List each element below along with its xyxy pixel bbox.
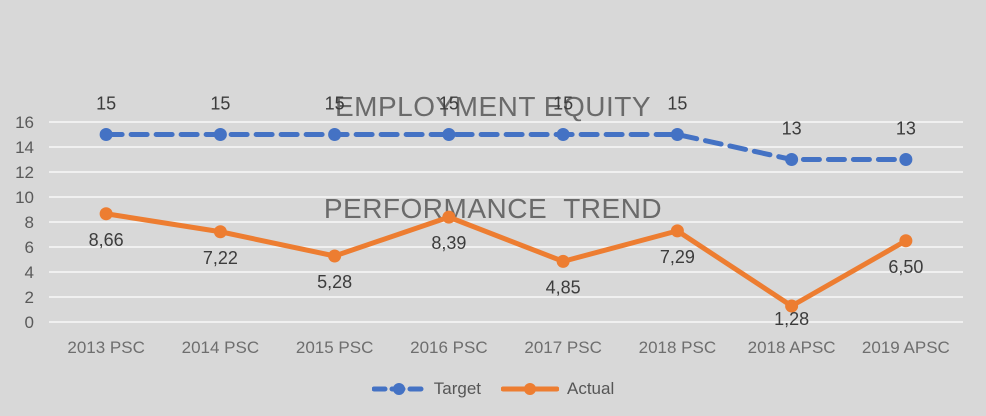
chart-title: EMPLOYMENT EQUITY PERFORMANCE TREND bbox=[0, 22, 986, 294]
data-label-target: 15 bbox=[210, 94, 230, 114]
series-target-marker bbox=[785, 153, 799, 166]
data-label-target: 13 bbox=[782, 119, 802, 139]
series-actual-marker bbox=[670, 224, 684, 238]
data-label-actual: 4,85 bbox=[546, 277, 581, 297]
series-actual-marker bbox=[899, 234, 913, 248]
x-axis-label: 2015 PSC bbox=[296, 338, 374, 357]
chart-title-line2: PERFORMANCE TREND bbox=[323, 193, 663, 224]
data-label-target: 15 bbox=[439, 94, 459, 114]
actual-solid-line-icon bbox=[501, 383, 559, 395]
series-actual-marker bbox=[785, 299, 799, 313]
data-label-actual: 5,28 bbox=[317, 272, 352, 292]
y-axis-tick-0: 0 bbox=[25, 313, 34, 332]
y-axis-tick-6: 6 bbox=[25, 238, 34, 257]
data-label-target: 15 bbox=[96, 94, 116, 114]
series-target-marker bbox=[442, 128, 456, 141]
x-axis-label: 2018 APSC bbox=[748, 338, 836, 357]
chart-title-line1: EMPLOYMENT EQUITY bbox=[334, 91, 652, 122]
y-axis-tick-14: 14 bbox=[15, 138, 34, 157]
series-actual-marker bbox=[213, 225, 227, 239]
data-label-target: 13 bbox=[896, 119, 916, 139]
data-label-actual: 8,39 bbox=[431, 233, 466, 253]
data-label-target: 15 bbox=[667, 94, 687, 114]
legend-label-actual: Actual bbox=[567, 379, 615, 398]
series-target-marker bbox=[556, 128, 570, 141]
x-axis-label: 2017 PSC bbox=[524, 338, 602, 357]
target-swatch-dot bbox=[392, 383, 405, 395]
series-actual-marker bbox=[328, 249, 342, 263]
series-target-marker bbox=[670, 128, 684, 141]
x-axis-label: 2013 PSC bbox=[67, 338, 145, 357]
series-target-line bbox=[103, 132, 909, 162]
data-label-actual: 7,22 bbox=[203, 248, 238, 268]
legend-label-target: Target bbox=[433, 379, 481, 398]
data-label-actual: 6,50 bbox=[888, 257, 923, 277]
y-axis-tick-10: 10 bbox=[15, 188, 34, 207]
series-actual-marker bbox=[442, 210, 456, 224]
series-actual-marker bbox=[99, 207, 113, 221]
legend-item-target: Target bbox=[371, 379, 481, 399]
legend-item-actual: Actual bbox=[501, 379, 614, 399]
data-label-actual: 1,28 bbox=[774, 309, 809, 329]
y-axis-tick-12: 12 bbox=[15, 163, 34, 182]
x-axis-label: 2018 PSC bbox=[639, 338, 717, 357]
x-axis-label: 2016 PSC bbox=[410, 338, 488, 357]
y-axis-tick-8: 8 bbox=[25, 213, 34, 232]
data-label-target: 15 bbox=[325, 94, 345, 114]
x-axis-label: 2019 APSC bbox=[862, 338, 950, 357]
legend: Target Actual bbox=[0, 379, 986, 399]
data-label-target: 15 bbox=[553, 94, 573, 114]
series-target-marker bbox=[899, 153, 913, 166]
series-target-marker bbox=[213, 128, 227, 141]
y-axis-tick-2: 2 bbox=[25, 288, 34, 307]
series-target-marker bbox=[328, 128, 342, 141]
series-actual-line bbox=[103, 211, 909, 309]
series-target-marker bbox=[99, 128, 113, 141]
target-dashed-line-icon bbox=[371, 383, 426, 395]
x-axis-label: 2014 PSC bbox=[182, 338, 260, 357]
series-actual-marker bbox=[556, 254, 570, 268]
actual-swatch-dot bbox=[524, 383, 536, 395]
y-axis-tick-16: 16 bbox=[15, 113, 34, 132]
y-axis-tick-4: 4 bbox=[25, 263, 34, 282]
data-label-actual: 8,66 bbox=[89, 230, 124, 250]
data-label-actual: 7,29 bbox=[660, 247, 695, 267]
